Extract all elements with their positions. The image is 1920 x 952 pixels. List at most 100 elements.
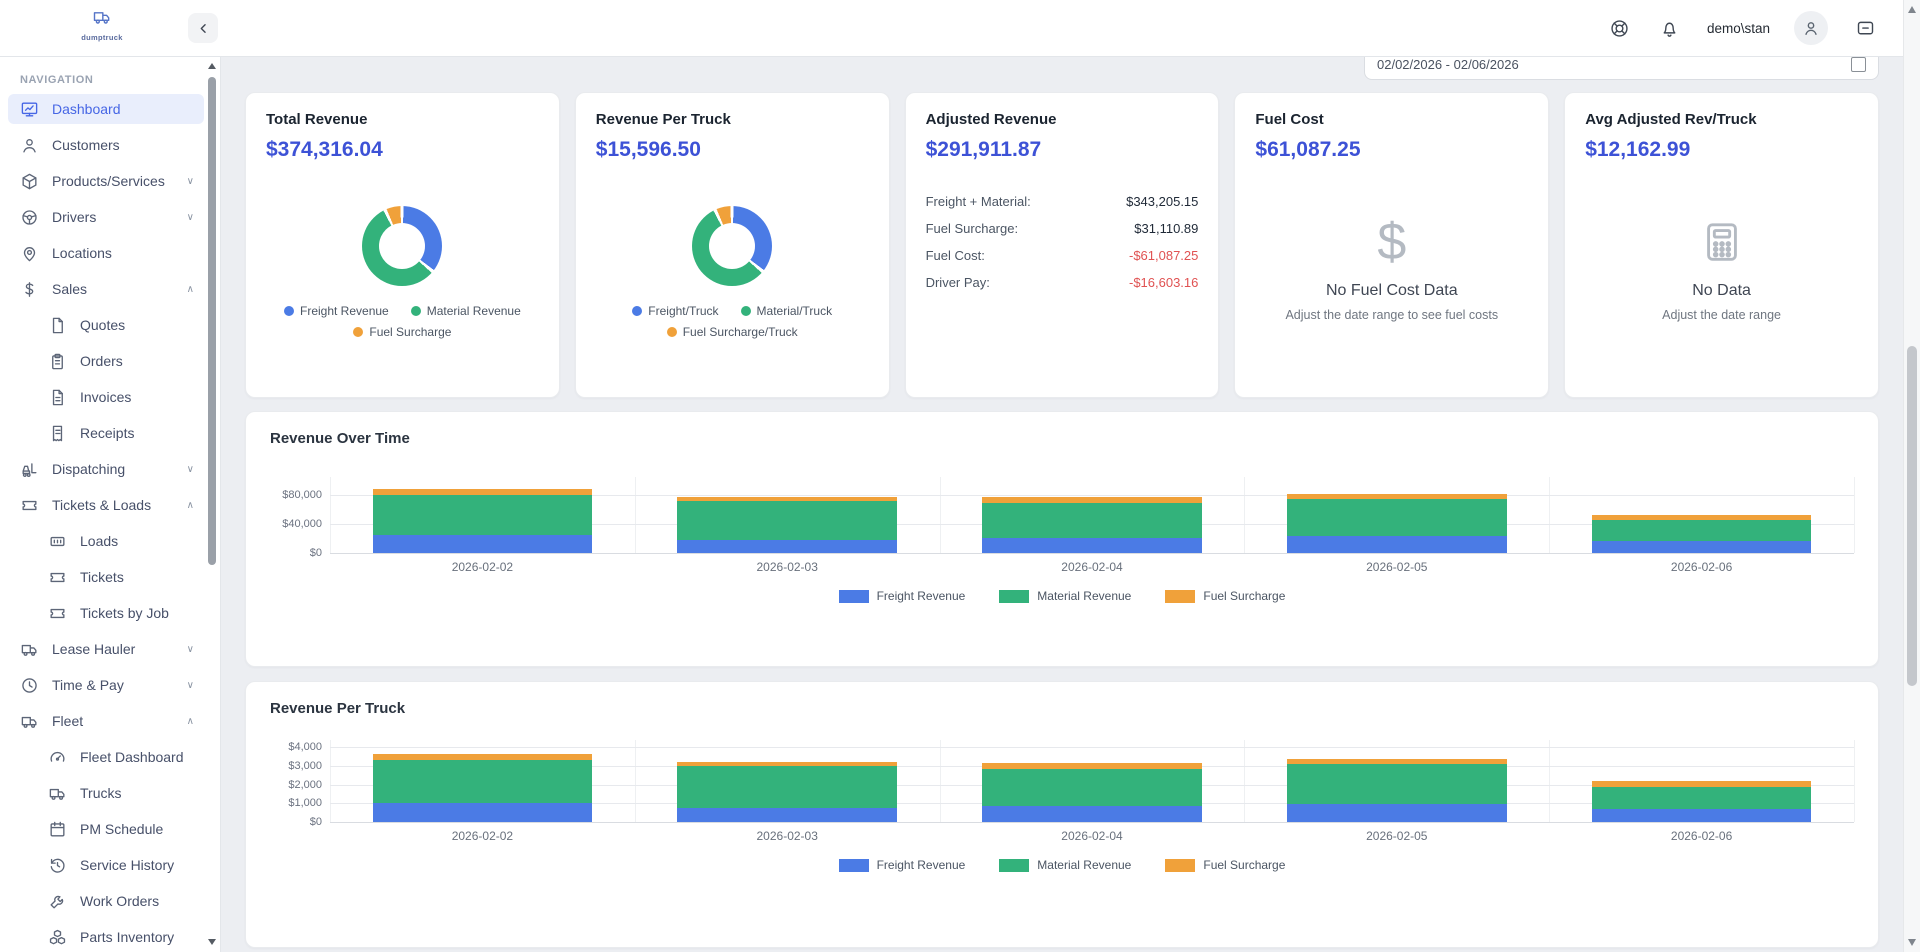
notifications-button[interactable] xyxy=(1657,15,1683,41)
sidebar-item-products-services[interactable]: Products/Services ∨ xyxy=(8,166,204,196)
sidebar-item-locations[interactable]: Locations xyxy=(8,238,204,268)
sidebar-item-trucks[interactable]: Trucks xyxy=(8,778,204,808)
kpi-card-adjusted-revenue: Adjusted Revenue $291,911.87 Freight + Mat… xyxy=(904,92,1220,398)
page-scrollbar-thumb[interactable] xyxy=(1907,346,1917,686)
legend-label: Fuel Surcharge xyxy=(1203,858,1286,872)
page-scroll-down-arrow[interactable] xyxy=(1908,939,1916,946)
sidebar-item-label: Customers xyxy=(52,137,120,153)
sidebar-item-receipts[interactable]: Receipts xyxy=(8,418,204,448)
bar-group-2026-02-05 xyxy=(1244,740,1549,822)
sidebar-item-orders[interactable]: Orders xyxy=(8,346,204,376)
main-content: 02/02/2026 - 02/06/2026 Total Revenue $37… xyxy=(220,56,1904,952)
legend-item-fuel-surcharge: Fuel Surcharge xyxy=(1165,858,1285,872)
breakdown-value: $343,205.15 xyxy=(1126,194,1199,209)
legend-row: Fuel Surcharge/Truck xyxy=(596,325,869,339)
chevron-down-icon: ∨ xyxy=(186,643,194,655)
kpi-card-total-revenue: Total Revenue $374,316.04 Freight Revenue M… xyxy=(245,92,560,398)
bar-segment-freight-revenue xyxy=(982,538,1202,553)
sidebar-item-fleet[interactable]: Fleet ∧ xyxy=(8,706,204,736)
bar-group-2026-02-02 xyxy=(330,740,635,822)
sidebar-item-customers[interactable]: Customers xyxy=(8,130,204,160)
gauge-icon xyxy=(48,748,67,767)
page-scroll-up-arrow[interactable] xyxy=(1908,6,1916,13)
grid-vline xyxy=(1244,740,1246,822)
logged-in-user: demo\stan xyxy=(1706,20,1770,36)
sidebar-item-tickets-loads[interactable]: Tickets & Loads ∧ xyxy=(8,490,204,520)
legend-label: Freight Revenue xyxy=(300,304,389,318)
breakdown-label: Fuel Surcharge: xyxy=(925,221,1019,236)
chevron-down-icon: ∨ xyxy=(186,175,194,187)
sidebar-item-lease-hauler[interactable]: Lease Hauler ∨ xyxy=(8,634,204,664)
sidebar-item-label: Locations xyxy=(52,245,112,261)
calendar-icon[interactable] xyxy=(1851,56,1866,72)
legend-label: Material Revenue xyxy=(1037,589,1132,603)
stacked-bar xyxy=(372,488,593,553)
sidebar-item-label: Fleet Dashboard xyxy=(80,749,184,765)
sidebar-item-drivers[interactable]: Drivers ∨ xyxy=(8,202,204,232)
sidebar-scroll-up-arrow[interactable] xyxy=(208,63,216,69)
legend-item-material-revenue: Material Revenue xyxy=(999,589,1131,603)
user-menu-button[interactable] xyxy=(1794,11,1828,45)
breakdown-row-driver-pay: Driver Pay: -$16,603.16 xyxy=(926,269,1199,296)
sidebar: NAVIGATION Dashboard Customers Products/Se… xyxy=(0,56,221,952)
donut-chart xyxy=(692,206,773,286)
sidebar-item-label: Dispatching xyxy=(52,461,126,477)
app-header: dumptruck demo\stan xyxy=(0,0,1904,57)
sidebar-collapse-button[interactable] xyxy=(188,13,218,43)
legend-swatch-icon xyxy=(1165,589,1196,603)
brand-logo[interactable]: dumptruck xyxy=(72,7,132,42)
sidebar-item-label: Dashboard xyxy=(52,101,121,117)
bar-segment-freight-revenue xyxy=(372,802,593,822)
sidebar-item-label: Drivers xyxy=(52,209,97,225)
x-axis-tick-label: 2026-02-05 xyxy=(1366,829,1428,843)
bar-segment-material-revenue xyxy=(982,769,1202,807)
revenue-per-truck-panel: Revenue Per Truck $0 $1,000 $2,000 $3,000 $4… xyxy=(245,681,1879,948)
date-range-input[interactable]: 02/02/2026 - 02/06/2026 xyxy=(1364,56,1879,80)
stacked-bar xyxy=(1287,759,1507,822)
legend-row: Freight Revenue Material Revenue xyxy=(266,304,539,318)
revenue-over-time-panel: Revenue Over Time $0 $40,000 $80,000 2026-0… xyxy=(245,411,1879,667)
sidebar-item-pm-schedule[interactable]: PM Schedule xyxy=(8,814,204,844)
grid-vline xyxy=(939,477,941,553)
empty-state: $ No Fuel Cost Data Adjust the date range … xyxy=(1255,214,1528,322)
sidebar-item-quotes[interactable]: Quotes xyxy=(8,310,204,340)
box-icon xyxy=(20,172,39,191)
legend-label: Fuel Surcharge xyxy=(1203,589,1286,603)
sidebar-item-tickets-by-job[interactable]: Tickets by Job xyxy=(8,598,204,628)
chevron-up-icon: ∧ xyxy=(186,283,194,295)
sidebar-item-label: Loads xyxy=(80,533,119,549)
sidebar-item-parts-inventory[interactable]: Parts Inventory xyxy=(8,922,204,952)
sidebar-item-loads[interactable]: Loads xyxy=(8,526,204,556)
grid-vline xyxy=(1549,477,1551,553)
bar-segment-material-revenue xyxy=(677,500,897,540)
sidebar-item-fleet-dashboard[interactable]: Fleet Dashboard xyxy=(8,742,204,772)
sidebar-item-work-orders[interactable]: Work Orders xyxy=(8,886,204,916)
bar-group-2026-02-06 xyxy=(1549,477,1854,553)
sidebar-scroll-down-arrow[interactable] xyxy=(208,939,216,945)
sidebar-item-time-pay[interactable]: Time & Pay ∨ xyxy=(8,670,204,700)
bar-segment-material-revenue xyxy=(1287,498,1507,537)
chat-button[interactable] xyxy=(1852,15,1878,41)
empty-state: No Data Adjust the date range xyxy=(1585,214,1858,322)
truck-icon xyxy=(20,640,39,659)
legend-dot-icon xyxy=(632,306,643,316)
bar-segment-fuel-surcharge xyxy=(372,753,593,760)
y-axis-tick-label: $80,000 xyxy=(282,488,322,501)
sidebar-item-dashboard[interactable]: Dashboard xyxy=(8,94,204,124)
bar-segment-freight-revenue xyxy=(677,539,897,553)
sidebar-item-tickets[interactable]: Tickets xyxy=(8,562,204,592)
bars-layer xyxy=(330,740,1854,822)
sidebar-item-dispatching[interactable]: Dispatching ∨ xyxy=(8,454,204,484)
page-scrollbar[interactable] xyxy=(1903,0,1920,952)
donut-hole xyxy=(709,223,756,269)
sidebar-scrollbar-thumb[interactable] xyxy=(208,77,216,565)
steering-wheel-icon xyxy=(20,208,39,227)
card-value: $291,911.87 xyxy=(925,138,1042,161)
sidebar-item-service-history[interactable]: Service History xyxy=(8,850,204,880)
load-icon xyxy=(48,532,67,551)
sidebar-item-label: Time & Pay xyxy=(52,677,124,693)
sidebar-item-invoices[interactable]: Invoices xyxy=(8,382,204,412)
help-button[interactable] xyxy=(1607,15,1633,41)
bar-segment-fuel-surcharge xyxy=(982,762,1202,770)
sidebar-item-sales[interactable]: Sales ∧ xyxy=(8,274,204,304)
